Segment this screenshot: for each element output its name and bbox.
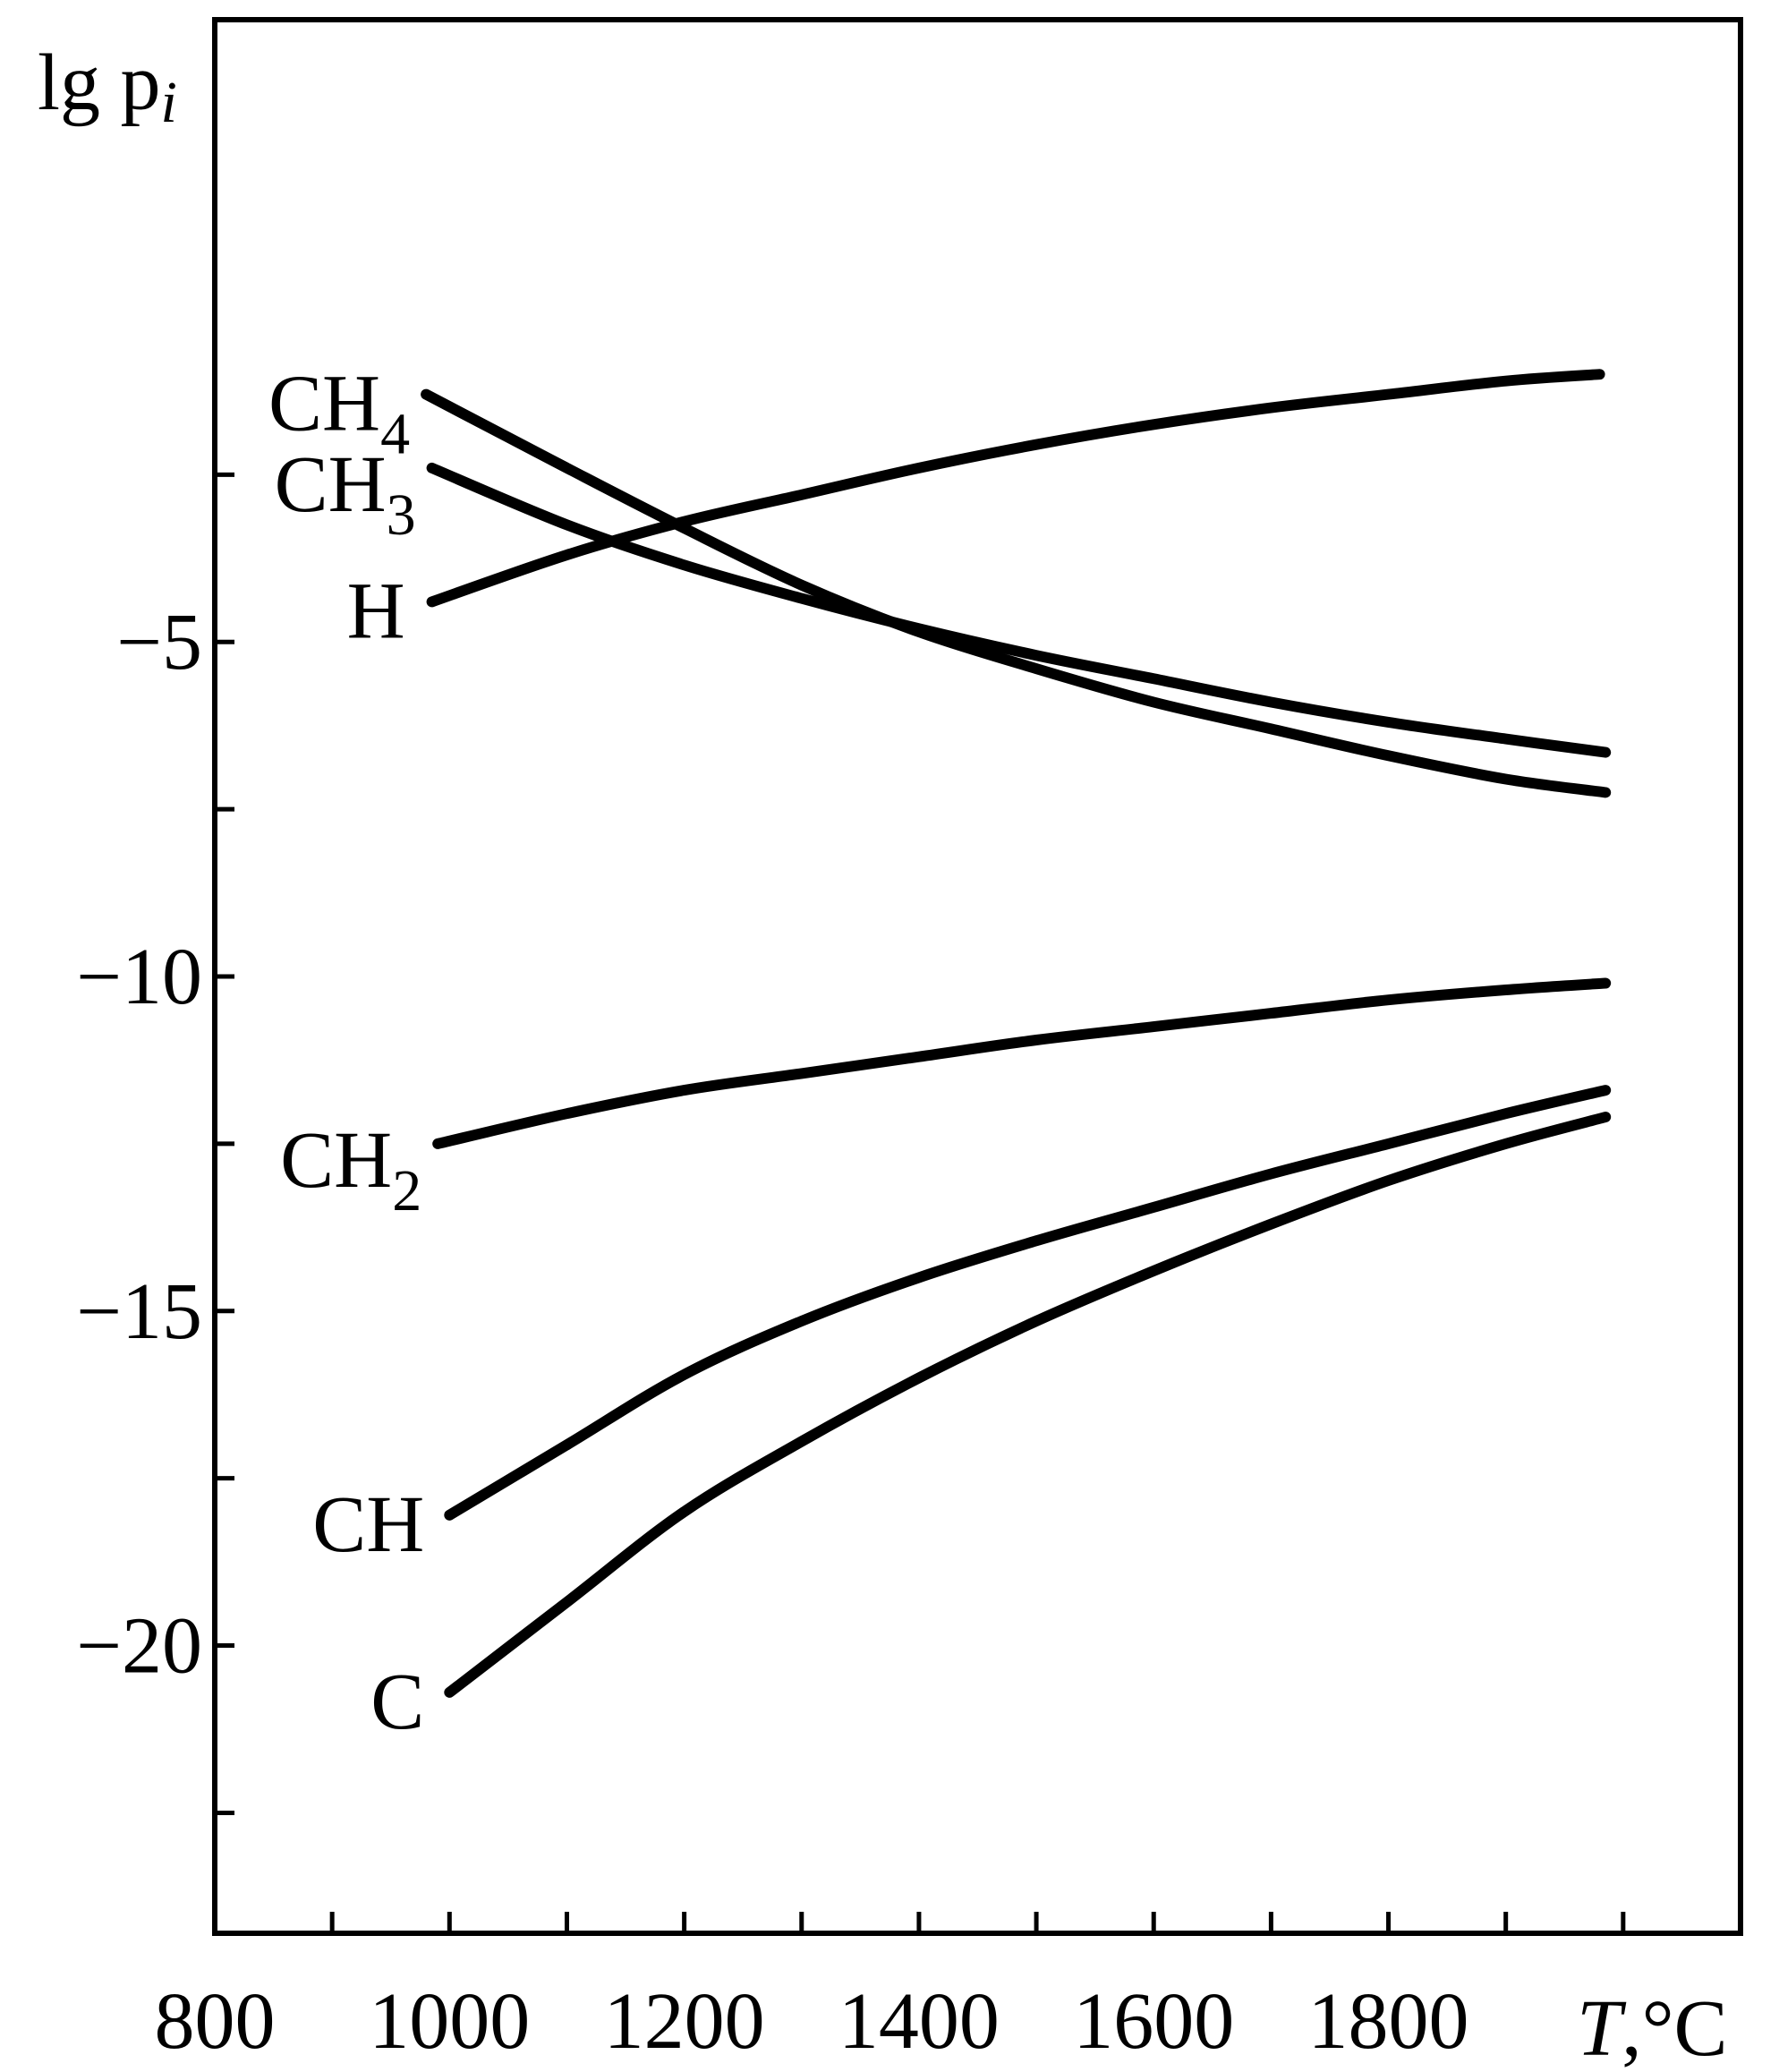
series-label-h: H <box>347 567 405 655</box>
series-line-ch <box>444 1085 1612 1521</box>
x-tick-label: 1200 <box>604 1977 765 2066</box>
series-line-ch3 <box>426 462 1612 758</box>
x-tick-label: 1400 <box>838 1977 1000 2066</box>
y-tick-label: −20 <box>76 1602 202 1691</box>
x-axis-label-variable: T <box>1577 1984 1627 2072</box>
x-axis-tick-labels: 800 1000 1200 1400 1600 1800 <box>155 1977 1469 2066</box>
x-axis-ticks <box>212 1912 1626 1933</box>
series-line-ch4 <box>421 388 1612 798</box>
y-axis-label-subscript: i <box>161 70 177 135</box>
plot-frame <box>212 17 1743 1936</box>
y-axis-label: lg pi <box>38 38 177 135</box>
series-label-ch3: CH3 <box>275 440 416 548</box>
series-lines <box>421 369 1612 1698</box>
y-tick-label: −10 <box>76 933 202 1021</box>
y-axis-ticks <box>215 472 234 1815</box>
series-label-ch: CH <box>312 1480 424 1569</box>
series-line-ch2 <box>432 977 1612 1149</box>
y-tick-label: −15 <box>76 1267 202 1356</box>
series-label-c: C <box>370 1658 424 1746</box>
x-tick-label: 1800 <box>1308 1977 1469 2066</box>
y-axis-tick-labels: −20 −15 −10 −5 <box>76 598 202 1690</box>
x-tick-label: 1000 <box>369 1977 530 2066</box>
x-tick-label: 800 <box>155 1977 276 2066</box>
x-axis-label: T,°C <box>1577 1984 1728 2072</box>
series-line-c <box>444 1112 1612 1698</box>
series-label-ch2: CH2 <box>280 1116 421 1224</box>
series-line-h <box>426 369 1605 608</box>
x-tick-label: 1600 <box>1073 1977 1234 2066</box>
y-tick-label: −5 <box>116 598 202 686</box>
series-label-ch4: CH4 <box>268 360 410 467</box>
x-axis-label-unit: ,°C <box>1622 1984 1728 2072</box>
